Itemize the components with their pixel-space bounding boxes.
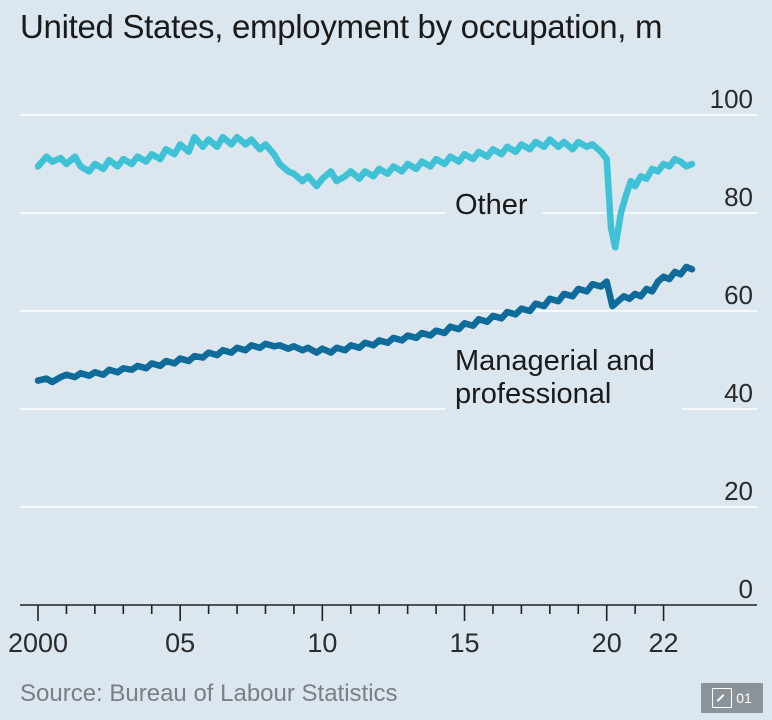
- series-label-other: Other: [455, 189, 528, 221]
- series-label-managerial-professional: professional: [455, 378, 611, 410]
- y-tick-label-40: 40: [724, 378, 753, 408]
- expand-icon: [712, 688, 733, 708]
- x-tick-label-2015: 15: [449, 628, 479, 658]
- x-tick-label-2000: 2000: [8, 628, 68, 658]
- series-line-other: [34, 133, 696, 251]
- series-label-bg: [445, 186, 543, 227]
- x-tick-label-2020: 20: [592, 628, 622, 658]
- chart-title: United States, employment by occupation,…: [20, 8, 663, 45]
- y-tick-label-100: 100: [710, 84, 753, 114]
- y-tick-label-60: 60: [724, 280, 753, 310]
- series-line-managerial-professional: [34, 263, 696, 386]
- series-label-managerial-professional: Managerial and: [455, 345, 655, 377]
- badge-number: 01: [736, 690, 752, 706]
- y-tick-label-0: 0: [739, 574, 753, 604]
- y-tick-label-80: 80: [724, 182, 753, 212]
- x-tick-label-2022: 22: [649, 628, 679, 658]
- series-label-bg: [445, 342, 682, 416]
- x-tick-label-2005: 05: [165, 628, 195, 658]
- source-note: Source: Bureau of Labour Statistics: [20, 680, 398, 707]
- y-tick-label-20: 20: [724, 476, 753, 506]
- x-tick-label-2010: 10: [307, 628, 337, 658]
- image-badge: 01: [701, 683, 763, 713]
